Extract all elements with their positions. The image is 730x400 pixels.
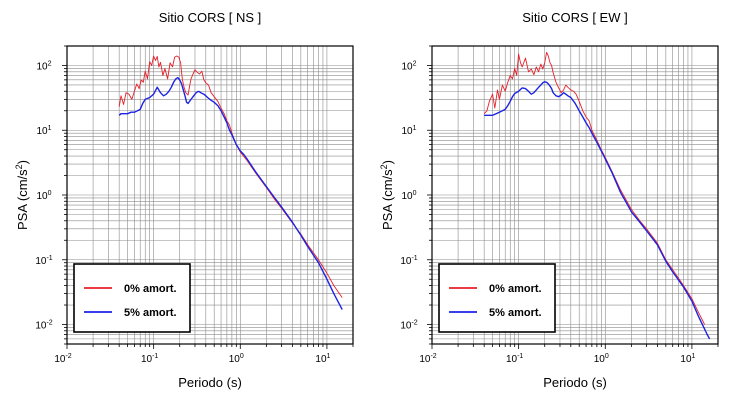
legend-box: [438, 263, 556, 333]
y-tick-label: 102: [401, 60, 416, 72]
legend: 0% amort. 5% amort.: [438, 263, 556, 333]
y-axis-label: PSA (cm/s2): [14, 160, 30, 230]
series-line-red: [483, 51, 706, 325]
ticks: [427, 45, 719, 349]
y-tick-label: 100: [401, 190, 416, 202]
x-tick-label: 10-1: [141, 353, 158, 365]
series-line-blue: [484, 81, 711, 340]
x-tick-label: 101: [680, 353, 695, 365]
chart-panel-2: 10-2 10-1 100 101 10-2 10-1 100 101 102 Sitio COR…: [379, 10, 719, 390]
ticks: [62, 45, 354, 349]
y-tick-label: 10-1: [35, 255, 52, 267]
x-tick-label: 10-1: [506, 353, 523, 365]
series-line-red: [118, 55, 343, 298]
y-tick-label: 101: [36, 125, 51, 137]
y-axis-label: PSA (cm/s2): [379, 160, 395, 230]
x-tick-label: 101: [315, 353, 330, 365]
legend-label: 0% amort.: [124, 283, 177, 295]
legend: 0% amort. 5% amort.: [73, 263, 191, 333]
series-line-blue: [118, 76, 343, 310]
y-tick-label: 10-1: [400, 255, 417, 267]
y-tick-label: 102: [36, 60, 51, 72]
x-axis-label: Periodo (s): [178, 375, 242, 390]
y-tick-label: 100: [36, 190, 51, 202]
legend-label: 0% amort.: [489, 283, 542, 295]
legend-label: 5% amort.: [489, 307, 542, 319]
chart-title: Sitio CORS [ NS ]: [159, 10, 262, 25]
y-tick-label: 101: [401, 125, 416, 137]
x-tick-label: 10-2: [419, 353, 436, 365]
legend-label: 5% amort.: [124, 307, 177, 319]
x-tick-label: 100: [229, 353, 244, 365]
x-tick-label: 10-2: [54, 353, 71, 365]
x-tick-label: 100: [594, 353, 609, 365]
grid: [66, 45, 354, 345]
y-tick-label: 10-2: [35, 320, 52, 332]
chart-panel-1: 10-2 10-1 100 101 10-2 10-1 100 101 102 Sitio COR…: [14, 10, 354, 390]
x-axis-label: Periodo (s): [543, 375, 607, 390]
legend-box: [73, 263, 191, 333]
chart-title: Sitio CORS [ EW ]: [522, 10, 627, 25]
y-tick-label: 10-2: [400, 320, 417, 332]
